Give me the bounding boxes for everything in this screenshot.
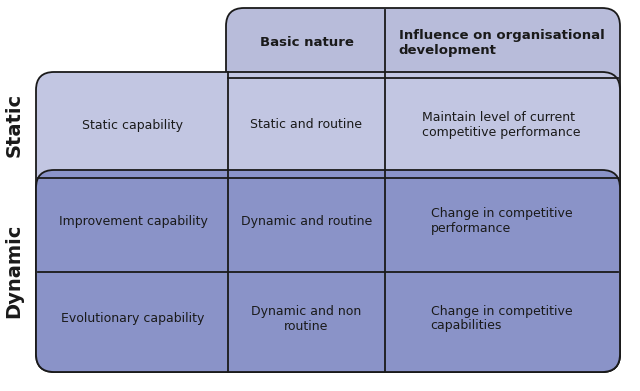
Text: Dynamic and routine: Dynamic and routine (241, 215, 372, 228)
Text: Maintain level of current
competitive performance: Maintain level of current competitive pe… (422, 111, 580, 139)
Text: Static: Static (4, 93, 24, 157)
Text: Basic nature: Basic nature (260, 36, 353, 50)
Text: Change in competitive
performance: Change in competitive performance (431, 207, 572, 235)
FancyBboxPatch shape (36, 72, 620, 372)
Text: Static capability: Static capability (83, 118, 184, 131)
Text: Influence on organisational
development: Influence on organisational development (399, 29, 604, 57)
Text: Dynamic: Dynamic (4, 224, 24, 318)
Text: Dynamic and non
routine: Dynamic and non routine (252, 305, 362, 332)
Text: Change in competitive
capabilities: Change in competitive capabilities (431, 305, 572, 332)
Text: Improvement capability: Improvement capability (59, 215, 207, 228)
FancyBboxPatch shape (226, 8, 620, 372)
FancyBboxPatch shape (36, 170, 620, 372)
Text: Static and routine: Static and routine (250, 118, 362, 131)
Text: Evolutionary capability: Evolutionary capability (61, 312, 205, 325)
